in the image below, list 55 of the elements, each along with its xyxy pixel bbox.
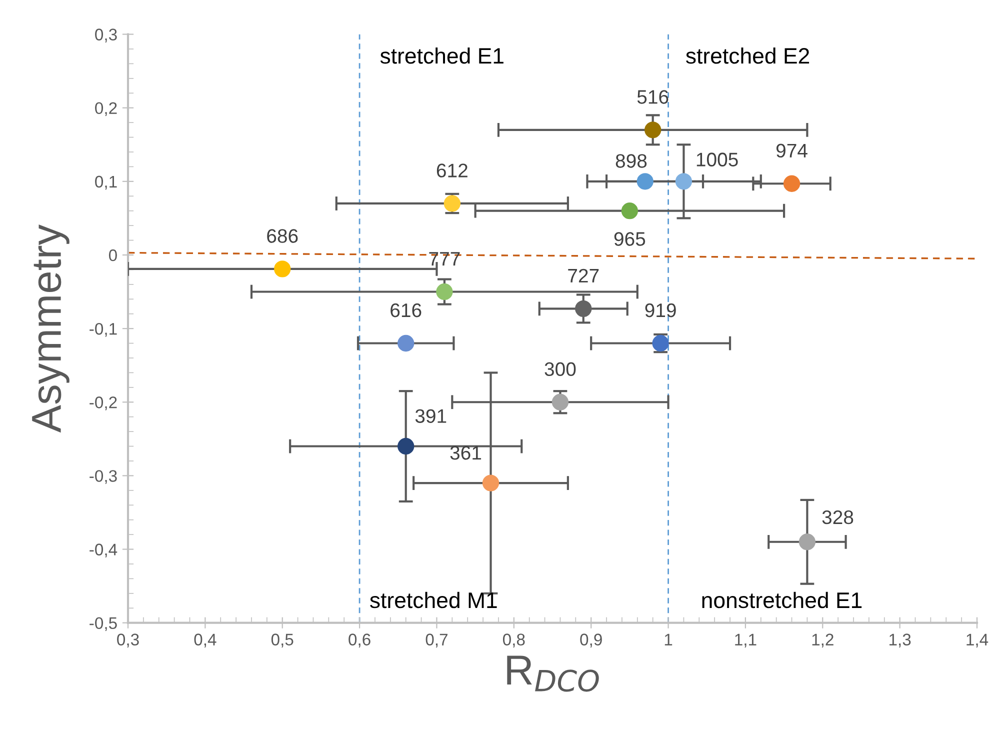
series-label: 898 [616, 154, 647, 168]
series-label: 616 [390, 303, 422, 318]
point [398, 334, 414, 352]
x-tick-label: 0,8 [502, 634, 525, 648]
point [398, 438, 414, 455]
x-tick-label: 1,2 [812, 634, 834, 648]
point [621, 202, 638, 220]
y-tick-label: -0,3 [90, 470, 117, 484]
x-tick-label: 1,1 [735, 634, 756, 648]
series-label: 391 [415, 409, 446, 423]
series-label: 727 [568, 268, 599, 282]
point [644, 122, 662, 138]
y-axis-title: Asymmetry [32, 224, 70, 433]
point [783, 175, 800, 192]
point [636, 173, 654, 190]
y-tick-label: 0,2 [95, 102, 117, 116]
annotation: stretched E1 [380, 47, 504, 64]
series-label: 777 [429, 252, 460, 266]
series-label: 300 [544, 362, 576, 376]
point [552, 394, 569, 410]
x-tick-label: 1,4 [966, 634, 988, 648]
annotation: nonstretched E1 [702, 592, 862, 608]
x-tick-label: 0,6 [348, 634, 370, 648]
x-tick-label: 1,3 [890, 634, 911, 648]
y-tick-label: 0,3 [95, 28, 117, 42]
x-tick-label: 1 [664, 634, 672, 646]
series-label: 361 [450, 446, 482, 460]
point [436, 283, 453, 300]
x-tick-label: 0,7 [426, 634, 448, 648]
series-label: 516 [637, 90, 668, 104]
point [675, 173, 692, 190]
y-tick-label: -0,1 [90, 322, 117, 337]
x-tick-label: 0,5 [271, 634, 294, 648]
y-tick-label: -0,4 [90, 544, 118, 558]
series-label: 686 [267, 229, 298, 243]
point [575, 300, 592, 318]
y-tick-label: 0 [108, 249, 117, 262]
point [482, 474, 500, 492]
series-label: 328 [822, 510, 854, 524]
series-label: 974 [776, 144, 808, 158]
point [274, 260, 291, 278]
x-tick-label: 0,3 [117, 634, 139, 648]
point [798, 534, 816, 550]
series-label: 919 [645, 303, 676, 318]
series-label: 965 [614, 232, 646, 246]
annotation: stretched E2 [686, 47, 810, 64]
series-label: 612 [436, 164, 468, 178]
x-tick-label: 0,4 [194, 634, 216, 648]
y-tick-label: -0,5 [90, 617, 117, 631]
x-tick-label: 0,9 [580, 634, 602, 648]
y-tick-label: -0,2 [90, 396, 117, 410]
y-tick-label: 0,1 [95, 176, 117, 190]
x-axis-title: R$_{DCO}$ [507, 656, 599, 692]
series-label: 1005 [696, 152, 738, 166]
annotation: stretched M1 [370, 592, 497, 608]
